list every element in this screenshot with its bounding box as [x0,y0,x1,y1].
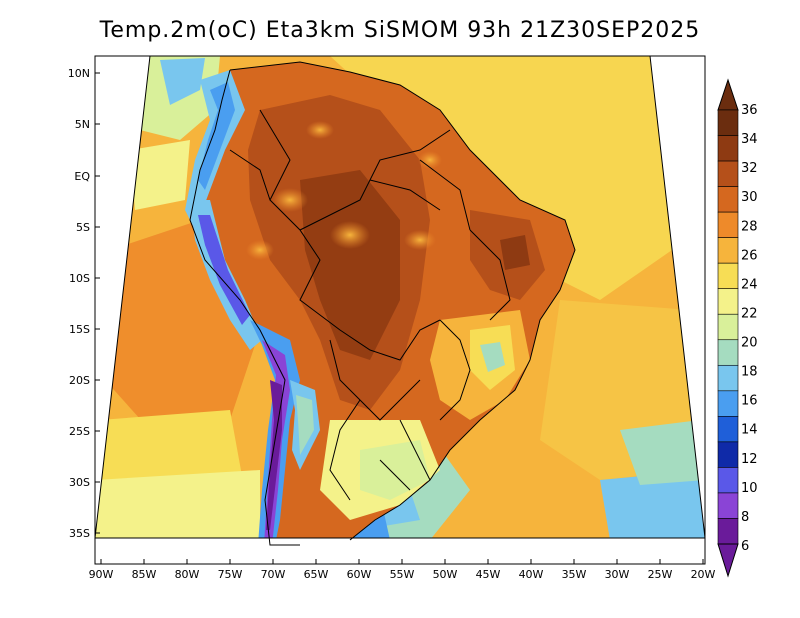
lon-label: 20W [691,568,716,581]
colorbar-label: 26 [741,248,758,263]
lon-label: 75W [218,568,243,581]
colorbar-segment [717,518,739,545]
colorbar-label: 18 [741,365,758,380]
colorbar-segment [717,237,739,264]
colorbar-segments [717,109,739,545]
lon-label: 70W [261,568,286,581]
colorbar-segment [717,416,739,443]
lon-label: 50W [433,568,458,581]
field-layer [95,56,705,538]
colorbar-segment [717,390,739,417]
colorbar-segment [717,262,739,290]
lat-label: EQ [74,170,90,183]
colorbar-labels: 36 34 32 30 28 26 24 22 20 18 16 14 12 10 8 6 [741,103,758,554]
lon-label: 60W [347,568,372,581]
lon-label: 65W [304,568,329,581]
lon-label: 85W [132,568,157,581]
colorbar-segment [717,339,739,366]
lon-label: 30W [605,568,630,581]
colorbar-bottom-arrow [717,543,739,578]
lon-label: 40W [519,568,544,581]
colorbar-label: 36 [741,103,758,118]
colorbar-segment [717,135,739,162]
colorbar-segment [717,364,739,392]
lon-label: 35W [562,568,587,581]
country-borders [189,61,576,546]
colorbar-segment [717,441,739,468]
colorbar-segment [717,467,739,494]
colorbar: 36 34 32 30 28 26 24 22 20 18 16 14 12 10 8 6 [717,78,758,578]
lon-label: 45W [476,568,501,581]
colorbar-label: 8 [741,510,749,525]
lon-axis: 90W 85W 80W 75W 70W 65W 60W 55W 50W 45W … [89,559,716,581]
lat-label: 10N [68,67,90,80]
lat-label: 5S [76,221,90,234]
map-title: Temp.2m(oC) Eta3km SiSMOM 93h 21Z30SEP20… [99,18,701,43]
colorbar-label: 20 [741,336,758,351]
lat-label: 20S [69,374,90,387]
colorbar-label: 12 [741,452,758,467]
lat-label: 25S [69,425,90,438]
colorbar-label: 16 [741,394,758,409]
lon-label: 25W [648,568,673,581]
colorbar-label: 22 [741,306,758,321]
colorbar-label: 24 [741,277,758,292]
domain-outline [94,55,706,539]
colorbar-segment [717,160,739,187]
colorbar-segment [717,313,739,341]
colorbar-segment [717,186,739,213]
colorbar-label: 32 [741,161,758,176]
colorbar-segment [717,211,739,238]
colorbar-label: 28 [741,219,758,234]
lon-label: 80W [175,568,200,581]
lon-label: 90W [89,568,114,581]
lat-label: 10S [69,272,90,285]
colorbar-label: 30 [741,190,758,205]
colorbar-top-arrow [717,78,739,111]
lat-label: 35S [69,527,90,540]
colorbar-label: 6 [741,539,749,554]
lon-label: 55W [390,568,415,581]
colorbar-label: 14 [741,423,758,438]
lat-label: 5N [75,118,90,131]
lat-label: 30S [69,476,90,489]
colorbar-label: 10 [741,481,758,496]
lat-axis: 10N 5N EQ 5S 10S 15S 20S 25S 30S 35S [68,67,100,540]
colorbar-segment [717,109,739,136]
colorbar-segment [717,288,739,315]
colorbar-label: 34 [741,132,758,147]
colorbar-segment [717,492,739,519]
lat-label: 15S [69,323,90,336]
